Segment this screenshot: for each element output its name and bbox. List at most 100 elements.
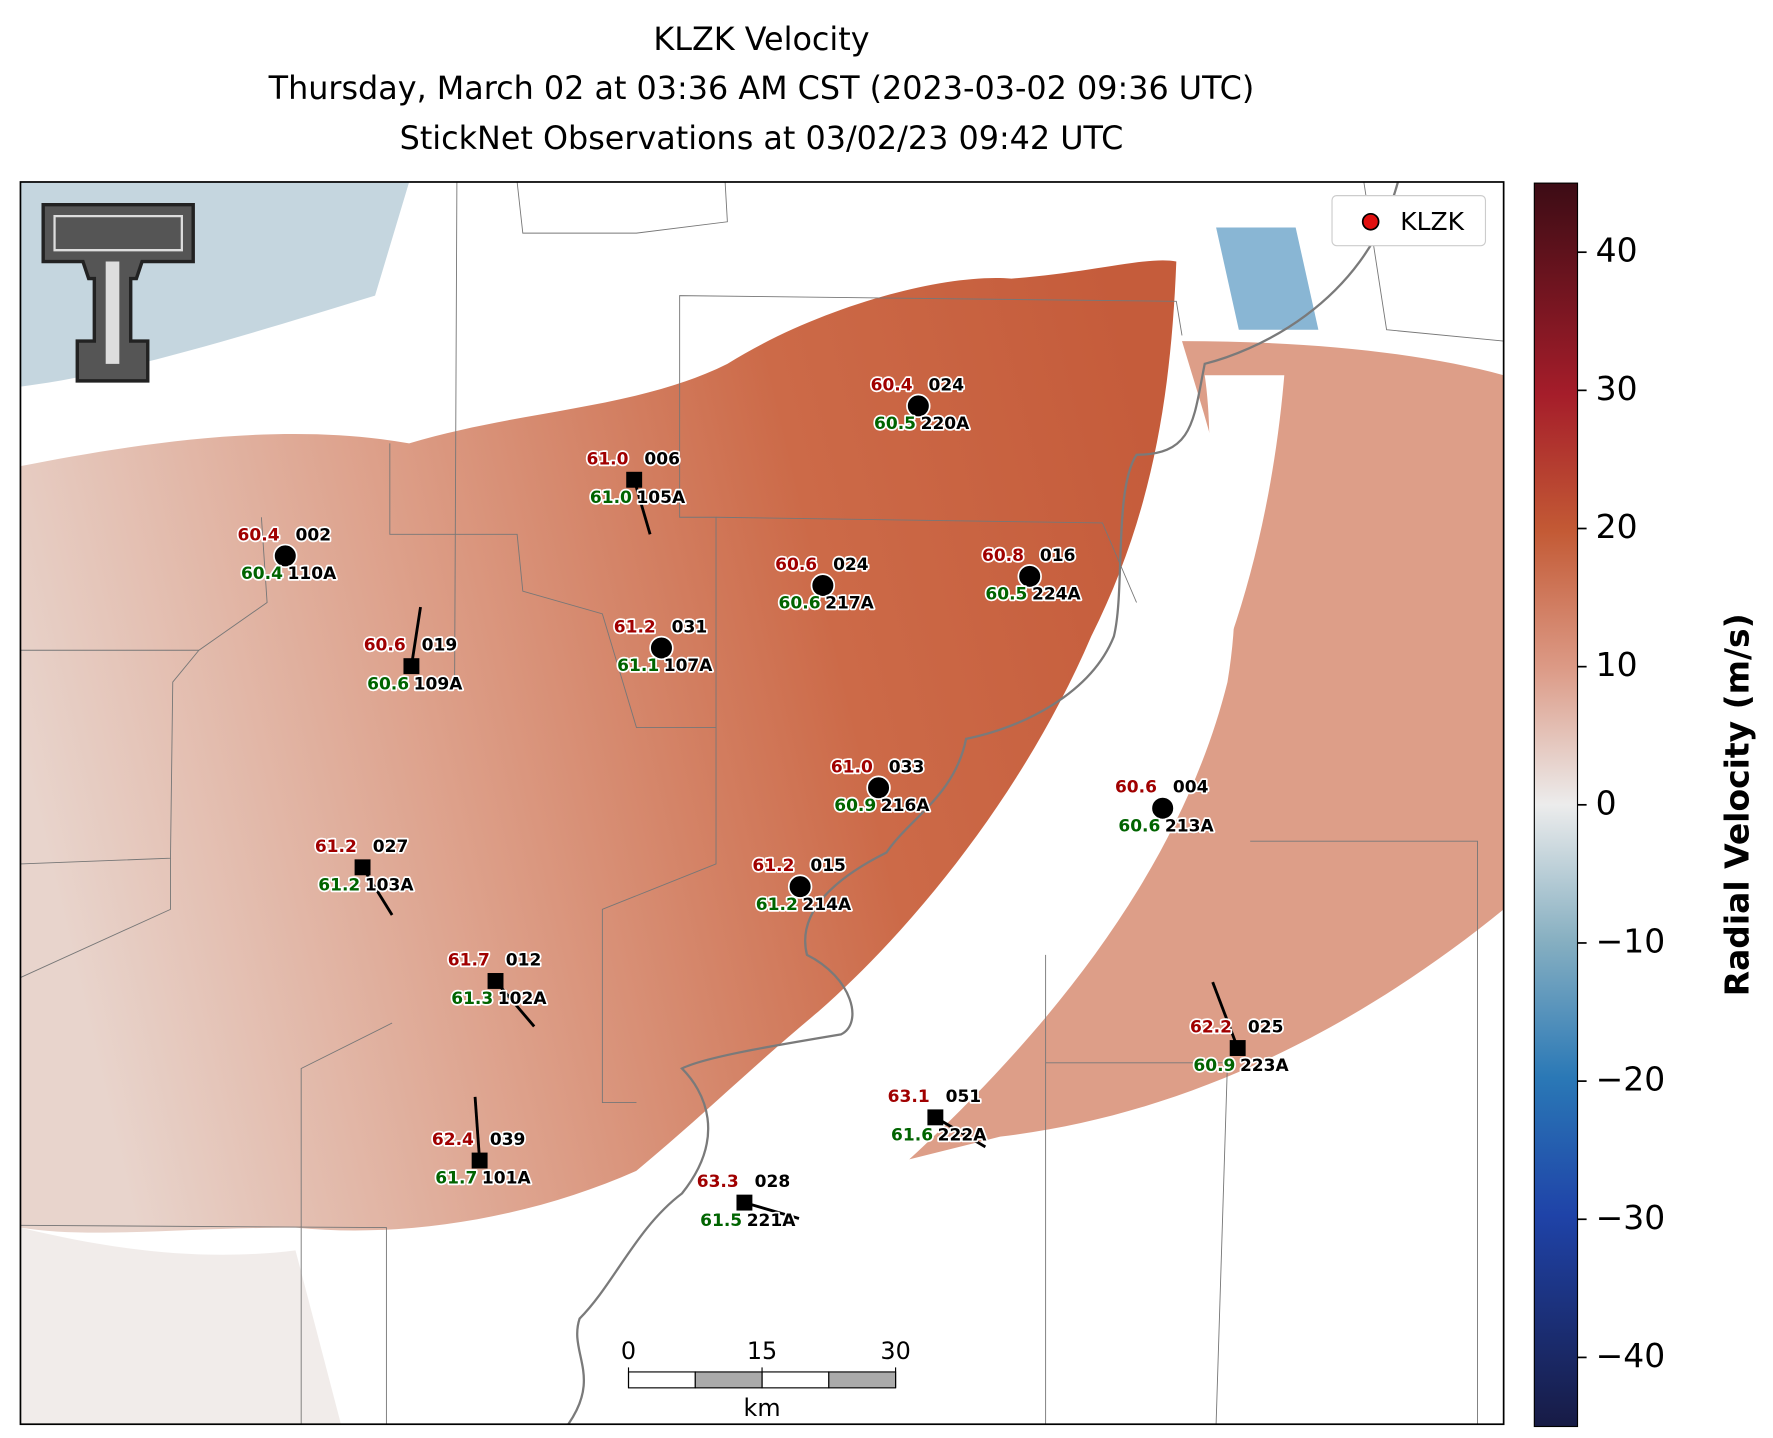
radar-echo-negative bbox=[1216, 227, 1319, 330]
station-marker bbox=[927, 1109, 944, 1126]
dewpoint-label: 60.9 bbox=[834, 796, 876, 816]
dewpoint-label: 60.5 bbox=[985, 585, 1027, 605]
temperature-label: 61.2 bbox=[752, 856, 794, 876]
wind-barb bbox=[1211, 981, 1240, 1049]
station-marker bbox=[1229, 1040, 1246, 1056]
temperature-label: 60.6 bbox=[364, 636, 406, 656]
wind-direction-label: 015 bbox=[810, 856, 846, 876]
wind-barb bbox=[632, 479, 652, 535]
scale-segment bbox=[627, 1371, 696, 1389]
wind-barb bbox=[744, 1201, 800, 1220]
wind-direction-label: 024 bbox=[833, 555, 869, 575]
station-marker bbox=[1017, 564, 1042, 589]
station-id-label: 110A bbox=[288, 564, 338, 584]
station-id-label: 221A bbox=[747, 1211, 797, 1231]
scale-tick-label: 15 bbox=[747, 1337, 777, 1365]
temperature-label: 60.6 bbox=[775, 555, 817, 575]
station-marker bbox=[403, 658, 420, 675]
legend: KLZK bbox=[1331, 195, 1487, 247]
station-marker bbox=[487, 973, 504, 989]
legend-label: KLZK bbox=[1400, 207, 1464, 236]
map-frame bbox=[19, 181, 1505, 1426]
scale-tick-label: 0 bbox=[621, 1337, 636, 1365]
station-id-label: 105A bbox=[636, 488, 686, 508]
station-marker bbox=[649, 635, 674, 661]
dewpoint-label: 60.9 bbox=[1193, 1056, 1235, 1076]
station-id-label: 217A bbox=[825, 594, 875, 614]
wind-barb bbox=[473, 1096, 482, 1161]
station-id-label: 223A bbox=[1240, 1056, 1290, 1076]
dewpoint-label: 61.2 bbox=[318, 876, 360, 896]
wind-direction-label: 031 bbox=[672, 618, 708, 638]
colorbar-tick-label: 30 bbox=[1596, 369, 1638, 408]
dewpoint-label: 60.5 bbox=[874, 414, 916, 434]
station-id-label: 214A bbox=[802, 895, 852, 915]
temperature-label: 63.3 bbox=[697, 1172, 739, 1192]
temperature-label: 63.1 bbox=[888, 1087, 930, 1107]
temperature-label: 61.2 bbox=[315, 837, 357, 857]
legend-box bbox=[1331, 195, 1487, 247]
station-marker bbox=[1150, 796, 1175, 821]
dewpoint-label: 61.3 bbox=[451, 989, 493, 1009]
radar-echo bbox=[909, 341, 1504, 1160]
station-marker bbox=[787, 874, 813, 899]
wind-direction-label: 039 bbox=[490, 1130, 526, 1150]
wind-direction-label: 016 bbox=[1040, 546, 1076, 566]
map-area bbox=[20, 181, 1504, 1425]
station-id-label: 109A bbox=[414, 674, 464, 694]
colorbar-tick-label: −20 bbox=[1596, 1060, 1666, 1099]
station-marker bbox=[866, 775, 891, 800]
dewpoint-label: 61.1 bbox=[617, 656, 659, 676]
wind-direction-label: 033 bbox=[889, 757, 925, 777]
temperature-label: 60.4 bbox=[238, 525, 280, 545]
dewpoint-label: 60.6 bbox=[367, 674, 409, 694]
temperature-label: 61.0 bbox=[831, 757, 873, 777]
radar-echo bbox=[20, 1227, 341, 1425]
colorbar-tick-label: −30 bbox=[1596, 1198, 1666, 1237]
scale-tick-label: 30 bbox=[880, 1337, 910, 1365]
dewpoint-label: 61.0 bbox=[590, 488, 632, 508]
colorbar-tick-label: 40 bbox=[1596, 231, 1638, 270]
colorbar-ticks: 40 30 20 10 0 −10 −20 −30 −40 bbox=[1577, 231, 1666, 1375]
dewpoint-label: 61.2 bbox=[756, 895, 798, 915]
station-id-label: 224A bbox=[1032, 585, 1082, 605]
dewpoint-label: 61.5 bbox=[700, 1211, 742, 1231]
county-lines bbox=[20, 181, 1504, 1425]
wind-direction-label: 024 bbox=[929, 375, 965, 395]
station-marker bbox=[810, 573, 836, 598]
colorbar-tick-label: −40 bbox=[1596, 1336, 1666, 1375]
wind-direction-label: 004 bbox=[1173, 778, 1209, 798]
colorbar-tick-label: −10 bbox=[1596, 921, 1666, 960]
dewpoint-label: 61.7 bbox=[435, 1169, 477, 1189]
station-id-label: 102A bbox=[498, 989, 548, 1009]
scale-unit: km bbox=[744, 1394, 781, 1422]
station-marker bbox=[906, 393, 931, 419]
colorbar-tick-label: 0 bbox=[1596, 783, 1617, 822]
station-marker bbox=[354, 859, 371, 876]
colorbar-label: Radial Velocity (m/s) bbox=[1717, 613, 1756, 996]
station-id-label: 107A bbox=[664, 656, 714, 676]
scale-bar: 0 15 30 km bbox=[621, 1337, 911, 1422]
wind-direction-label: 012 bbox=[506, 951, 542, 971]
temperature-label: 60.6 bbox=[1115, 778, 1157, 798]
station-id-label: 101A bbox=[482, 1169, 532, 1189]
temperature-label: 61.7 bbox=[448, 951, 490, 971]
dewpoint-label: 60.4 bbox=[241, 564, 283, 584]
wind-direction-label: 051 bbox=[946, 1087, 982, 1107]
wind-direction-label: 025 bbox=[1248, 1018, 1284, 1038]
legend-marker bbox=[1361, 212, 1380, 231]
temperature-label: 61.2 bbox=[614, 618, 656, 638]
colorbar-tick-label: 10 bbox=[1596, 645, 1638, 684]
subtitle-line: StickNet Observations at 03/02/23 09:42 … bbox=[400, 119, 1124, 157]
station-id-label: 222A bbox=[938, 1126, 988, 1146]
wind-barb bbox=[934, 1116, 987, 1149]
station-id-label: 213A bbox=[1165, 816, 1215, 836]
wind-direction-label: 027 bbox=[373, 837, 409, 857]
temperature-label: 62.2 bbox=[1190, 1018, 1232, 1038]
radar-echo bbox=[20, 260, 1177, 1233]
title-line: KLZK Velocity bbox=[653, 20, 869, 58]
station-marker bbox=[273, 543, 298, 569]
logo bbox=[41, 203, 195, 383]
